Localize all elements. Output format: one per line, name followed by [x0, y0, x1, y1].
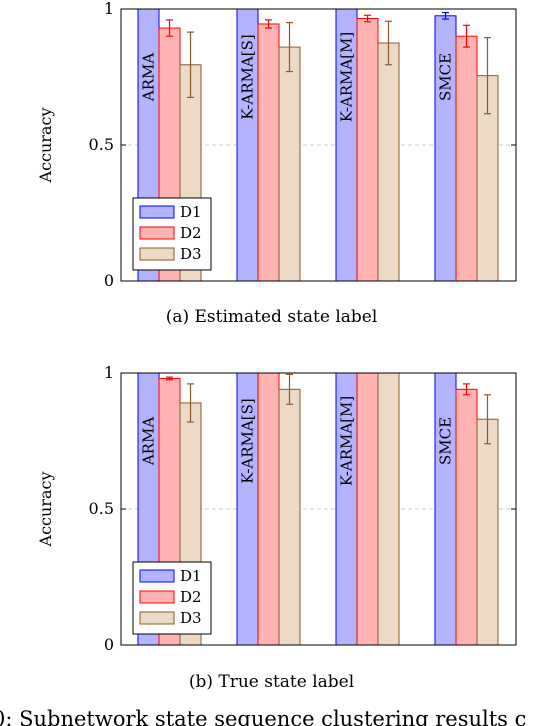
chart-caption: (a) Estimated state label [166, 307, 378, 327]
chart-caption: (b) True state label [189, 672, 354, 692]
chart-panel-b: ARMA K-ARMA[S] K-ARMA[M] SMCE 0 0.5 1 Accuracy D… [36, 363, 517, 692]
error-bar-d3-3 [484, 394, 491, 445]
bar-d2-k-arma-s [257, 372, 280, 646]
bar-d3-k-arma-m [377, 42, 400, 282]
figure-caption: 0: Subnetwork state sequence clustering … [0, 707, 526, 726]
bar-d2-k-arma-s [257, 23, 280, 282]
legend-label-d2: D2 [180, 588, 202, 606]
legend-swatch-d2 [139, 226, 175, 240]
error-bar-d3-2 [385, 20, 392, 66]
error-bar-d2-2 [364, 14, 371, 23]
error-bar-d3-0 [187, 383, 194, 423]
legend-swatch-d1 [139, 569, 175, 583]
bar-d2-k-arma-m [356, 18, 379, 282]
bar-d3-k-arma-m [377, 372, 400, 646]
y-tick-label: 0 [104, 271, 114, 290]
bar-d3-k-arma-s [278, 388, 301, 646]
category-label: K-ARMA[M] [338, 396, 356, 487]
legend-swatch-d2 [139, 590, 175, 604]
y-tick-label: 0 [104, 635, 114, 654]
bar-d2-smce [455, 35, 478, 282]
category-label: SMCE [437, 53, 455, 101]
bar-d3-k-arma-s [278, 46, 301, 282]
category-label: K-ARMA[S] [239, 34, 257, 119]
y-tick-label: 0.5 [89, 499, 114, 518]
bar-d2-smce [455, 388, 478, 646]
legend-label-d3: D3 [180, 245, 202, 263]
legend: D1 D2 D3 [132, 561, 212, 635]
y-tick-label: 0.5 [89, 135, 114, 154]
legend-swatch-d1 [139, 205, 175, 219]
y-axis-label: Accuracy [36, 472, 55, 548]
legend-swatch-d3 [139, 247, 175, 261]
error-bar-d3-0 [187, 31, 194, 99]
category-label: ARMA [140, 417, 158, 466]
bar-d3-smce [476, 418, 499, 646]
error-bar-d3-1 [286, 22, 293, 73]
category-label: K-ARMA[M] [338, 32, 356, 123]
legend-label-d1: D1 [180, 203, 202, 221]
legend-label-d3: D3 [180, 609, 202, 627]
y-tick-label: 1 [104, 0, 114, 18]
bar-d2-k-arma-m [356, 372, 379, 646]
category-label: SMCE [437, 417, 455, 465]
category-label: K-ARMA[S] [239, 398, 257, 483]
chart-panel-a: ARMA K-ARMA[S] K-ARMA[M] SMCE 0 0.5 1 Accuracy D… [36, 0, 517, 327]
category-label: ARMA [140, 53, 158, 102]
legend: D1 D2 D3 [132, 197, 212, 271]
legend-label-d1: D1 [180, 567, 202, 585]
y-axis-label: Accuracy [36, 108, 55, 184]
legend-label-d2: D2 [180, 224, 202, 242]
error-bar-d2-0 [166, 19, 173, 37]
error-bar-d1-3 [442, 11, 449, 20]
error-bar-d2-1 [265, 19, 272, 29]
error-bar-d2-3 [463, 383, 470, 396]
error-bar-d2-0 [166, 376, 173, 381]
y-tick-label: 1 [104, 363, 114, 382]
legend-swatch-d3 [139, 611, 175, 625]
bar-d1-smce [434, 372, 457, 646]
error-bar-d3-1 [286, 373, 293, 405]
error-bar-d2-3 [463, 24, 470, 48]
error-bar-d3-3 [484, 36, 491, 115]
